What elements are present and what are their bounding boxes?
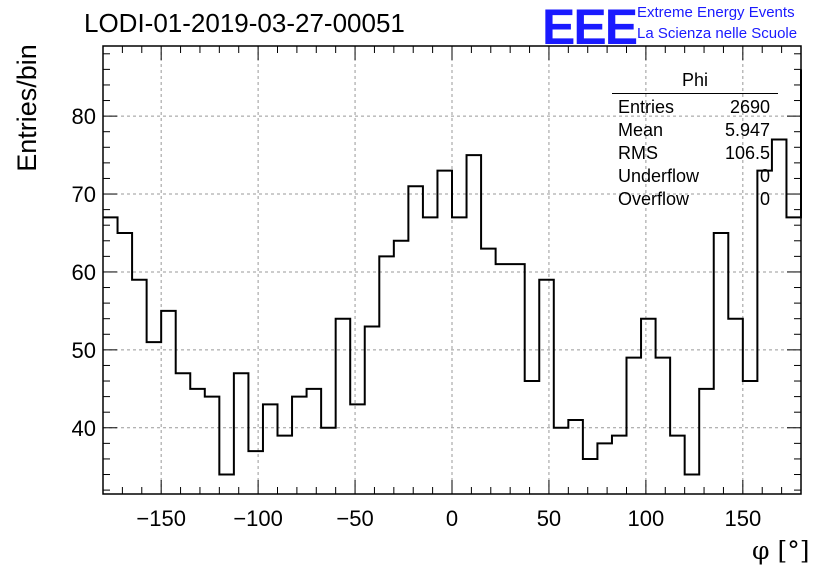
histogram-bin xyxy=(408,186,423,494)
x-tick-label: 0 xyxy=(446,506,458,531)
histogram-bin xyxy=(568,420,583,494)
stats-value: 5.947 xyxy=(724,120,770,140)
histogram-bin xyxy=(481,249,496,494)
histogram-bin xyxy=(132,280,147,494)
histogram-bin xyxy=(525,381,540,494)
logo-line-2: La Scienza nelle Scuole xyxy=(637,25,798,42)
x-tick-label: −50 xyxy=(336,506,373,531)
histogram-bin xyxy=(379,256,394,494)
x-axis-label: φ [°] xyxy=(752,536,810,565)
histogram-bin xyxy=(278,436,293,494)
histogram-bin xyxy=(292,397,307,494)
histogram-bin xyxy=(176,373,191,494)
histogram-bin xyxy=(234,373,249,494)
y-tick-label: 50 xyxy=(72,338,96,363)
x-tick-label: 50 xyxy=(537,506,561,531)
x-tick-label: 100 xyxy=(628,506,665,531)
histogram-bin xyxy=(467,155,482,494)
stats-label: RMS xyxy=(618,143,658,163)
histogram-bin xyxy=(190,389,205,494)
stats-row: Underflow 0 xyxy=(612,165,778,188)
histogram-bin xyxy=(685,475,700,494)
histogram-bin xyxy=(699,389,714,494)
histogram-bin xyxy=(554,428,569,494)
histogram-bin xyxy=(350,404,365,494)
x-tick-label: −100 xyxy=(233,506,283,531)
plot-frame xyxy=(102,45,802,495)
stats-value: 0 xyxy=(759,166,770,186)
stats-value: 2690 xyxy=(729,97,770,117)
histogram-bin xyxy=(641,319,656,494)
eee-logo: EEE xyxy=(542,0,638,55)
y-tick-label: 60 xyxy=(72,260,96,285)
histogram-bin xyxy=(263,404,278,494)
histogram-bin xyxy=(321,428,336,494)
histogram-bin xyxy=(496,264,511,494)
x-tick-label: −150 xyxy=(136,506,186,531)
stats-box-name: Phi xyxy=(612,70,778,94)
stats-row: Mean 5.947 xyxy=(612,119,778,142)
y-tick-label: 70 xyxy=(72,182,96,207)
histogram-bin xyxy=(307,389,322,494)
logo-line-1: Extreme Energy Events xyxy=(637,4,795,21)
histogram-bin xyxy=(612,436,627,494)
histogram-bin xyxy=(786,217,801,494)
stats-value: 106.5 xyxy=(724,143,770,163)
histogram-bin xyxy=(743,381,758,494)
y-tick-label: 40 xyxy=(72,416,96,441)
histogram-bin xyxy=(656,358,671,494)
histogram-bin xyxy=(103,217,118,494)
stats-label: Mean xyxy=(618,120,664,140)
histogram-bin xyxy=(627,358,642,494)
histogram-bin xyxy=(597,443,612,494)
stats-label: Underflow xyxy=(618,166,700,186)
histogram-bin xyxy=(452,217,467,494)
stats-row: Overflow 0 xyxy=(612,188,778,211)
histogram-bin xyxy=(670,436,685,494)
histogram-bin xyxy=(728,319,743,494)
histogram-bin xyxy=(248,451,263,494)
y-tick-label: 80 xyxy=(72,104,96,129)
histogram-bin xyxy=(510,264,525,494)
histogram-bin xyxy=(583,459,598,494)
histogram-outline xyxy=(103,69,802,476)
histogram-bin xyxy=(205,397,220,494)
histogram-bin xyxy=(394,241,409,494)
stats-label: Entries xyxy=(618,97,675,117)
histogram-bin xyxy=(147,342,162,494)
chart-title: LODI-01-2019-03-27-00051 xyxy=(84,8,405,38)
histogram-bin xyxy=(336,319,351,494)
histogram-bin xyxy=(539,280,554,494)
histogram-bin xyxy=(219,475,234,494)
histogram-bin xyxy=(365,326,380,494)
stats-box: Phi Entries 2690 Mean 5.947 RMS 106.5 Underflo… xyxy=(612,70,778,211)
stats-value: 0 xyxy=(759,189,770,209)
histogram-bin xyxy=(437,171,452,494)
histogram-bin xyxy=(423,217,438,494)
y-axis-label: Entries/bin xyxy=(12,44,42,172)
stats-row: Entries 2690 xyxy=(612,96,778,119)
stats-row: RMS 106.5 xyxy=(612,142,778,165)
stats-label: Overflow xyxy=(618,189,690,209)
histogram-bin xyxy=(757,171,772,494)
x-tick-label: 150 xyxy=(724,506,761,531)
histogram-bin xyxy=(161,311,176,494)
